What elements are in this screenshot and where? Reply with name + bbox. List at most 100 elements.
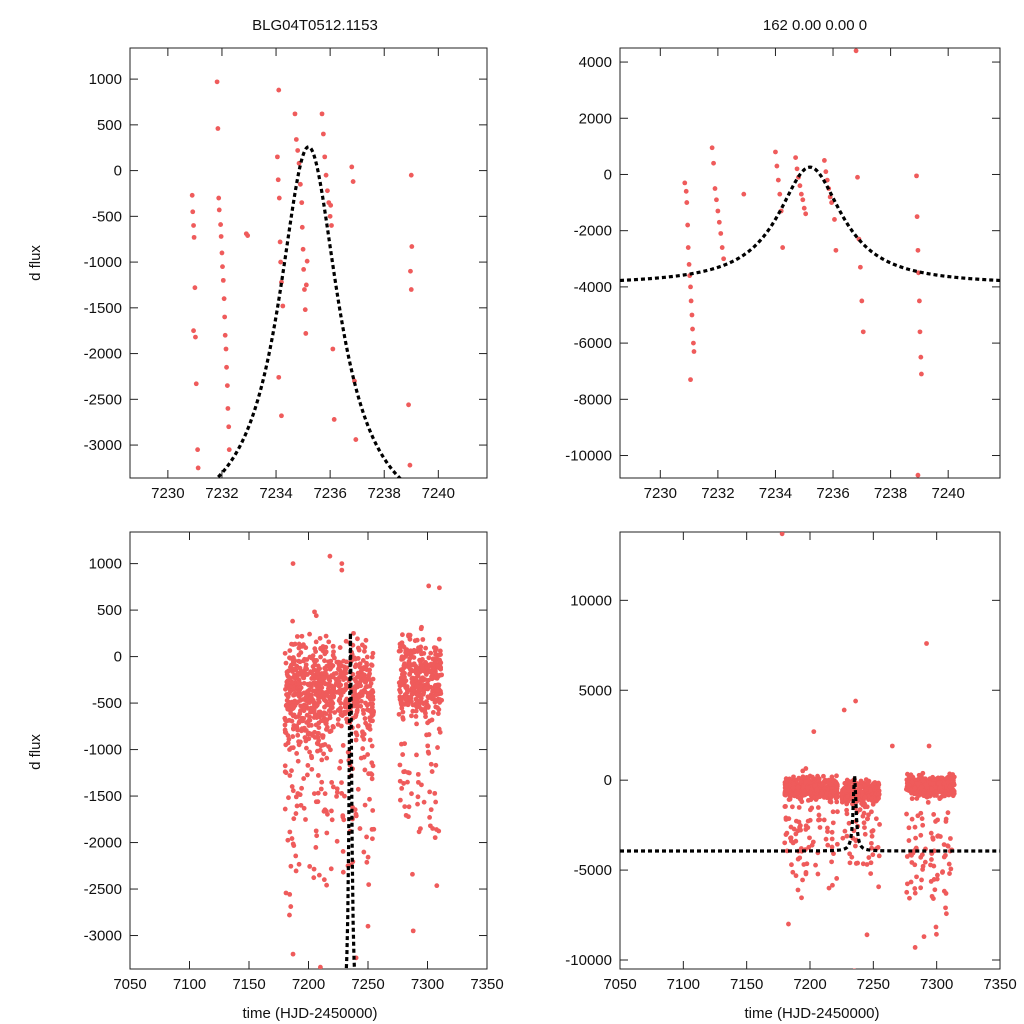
data-point [933, 924, 939, 930]
data-point [683, 188, 689, 194]
data-point [691, 340, 696, 346]
data-point [429, 674, 434, 680]
data-point [290, 561, 296, 567]
data-point [829, 844, 835, 850]
data-point [834, 799, 840, 805]
data-point [302, 307, 308, 313]
data-point [434, 692, 439, 698]
data-point [282, 806, 288, 812]
data-point [424, 681, 430, 687]
data-point [404, 649, 410, 654]
data-point [342, 704, 348, 710]
data-point [929, 786, 935, 792]
data-point [912, 890, 918, 896]
data-point [369, 743, 375, 749]
data-point [370, 676, 376, 682]
model-fit-curve [215, 145, 402, 478]
data-point [864, 932, 870, 938]
data-point [773, 149, 778, 155]
data-point [276, 374, 282, 380]
data-point [301, 805, 307, 811]
data-point [934, 876, 940, 882]
data-point [864, 804, 870, 810]
data-point [192, 285, 198, 291]
data-point [283, 660, 289, 666]
data-point [321, 751, 327, 757]
data-point [426, 655, 432, 661]
data-point [790, 869, 796, 875]
data-point [363, 720, 368, 726]
y-tick-label: 4000 [579, 54, 612, 71]
data-point [834, 780, 840, 786]
ylabel-top: d flux [27, 245, 44, 281]
data-point [829, 859, 835, 865]
data-point [308, 709, 313, 715]
data-point [336, 675, 342, 681]
data-point [935, 833, 941, 839]
data-point [410, 708, 416, 714]
data-point [319, 712, 324, 718]
data-point [276, 87, 282, 93]
data-point [786, 921, 791, 927]
data-point [796, 805, 802, 810]
data-point [286, 717, 292, 723]
data-point [350, 804, 356, 810]
data-point [943, 891, 949, 896]
x-tick-label: 7232 [701, 485, 734, 502]
data-point [339, 567, 345, 573]
x-tick-label: 7100 [667, 976, 700, 993]
data-point [329, 808, 334, 814]
data-point [830, 809, 836, 815]
data-point [805, 785, 811, 791]
data-point [293, 137, 299, 142]
data-point [434, 827, 439, 832]
data-point [301, 690, 307, 696]
data-point [327, 729, 333, 735]
data-point [360, 658, 366, 663]
data-point [789, 804, 795, 810]
data-point [291, 816, 297, 822]
data-point [783, 783, 789, 789]
data-point [847, 860, 853, 866]
data-point [287, 829, 293, 835]
data-point [949, 776, 954, 782]
data-point [853, 861, 859, 866]
data-point [323, 172, 329, 178]
data-point [315, 773, 321, 778]
data-point [290, 669, 295, 674]
data-point [912, 785, 918, 791]
data-point [398, 700, 404, 706]
data-point [289, 703, 295, 709]
data-point [920, 822, 926, 828]
data-point [416, 829, 422, 835]
data-point [438, 691, 444, 696]
data-point [873, 816, 879, 822]
data-point [285, 693, 290, 699]
data-point [853, 48, 859, 54]
data-point [294, 751, 300, 756]
data-point [685, 222, 691, 228]
data-point [295, 727, 301, 733]
data-point [936, 780, 942, 786]
data-point [411, 655, 417, 660]
data-point [914, 874, 919, 880]
data-point [294, 723, 300, 729]
data-point [283, 770, 289, 776]
y-tick-label: -10000 [565, 952, 612, 969]
data-point [852, 968, 856, 969]
data-point [423, 645, 429, 651]
data-point [407, 462, 413, 468]
data-point [295, 148, 301, 153]
data-point [828, 782, 834, 787]
data-point [433, 762, 439, 768]
data-point [403, 697, 409, 703]
data-point [788, 835, 794, 841]
data-point [317, 682, 323, 688]
data-point [865, 816, 871, 822]
data-point [842, 828, 848, 834]
data-point [312, 646, 318, 652]
x-tick-label: 7236 [313, 485, 346, 502]
x-tick-label: 7050 [113, 976, 146, 993]
data-point [343, 638, 349, 644]
data-point [780, 245, 786, 250]
